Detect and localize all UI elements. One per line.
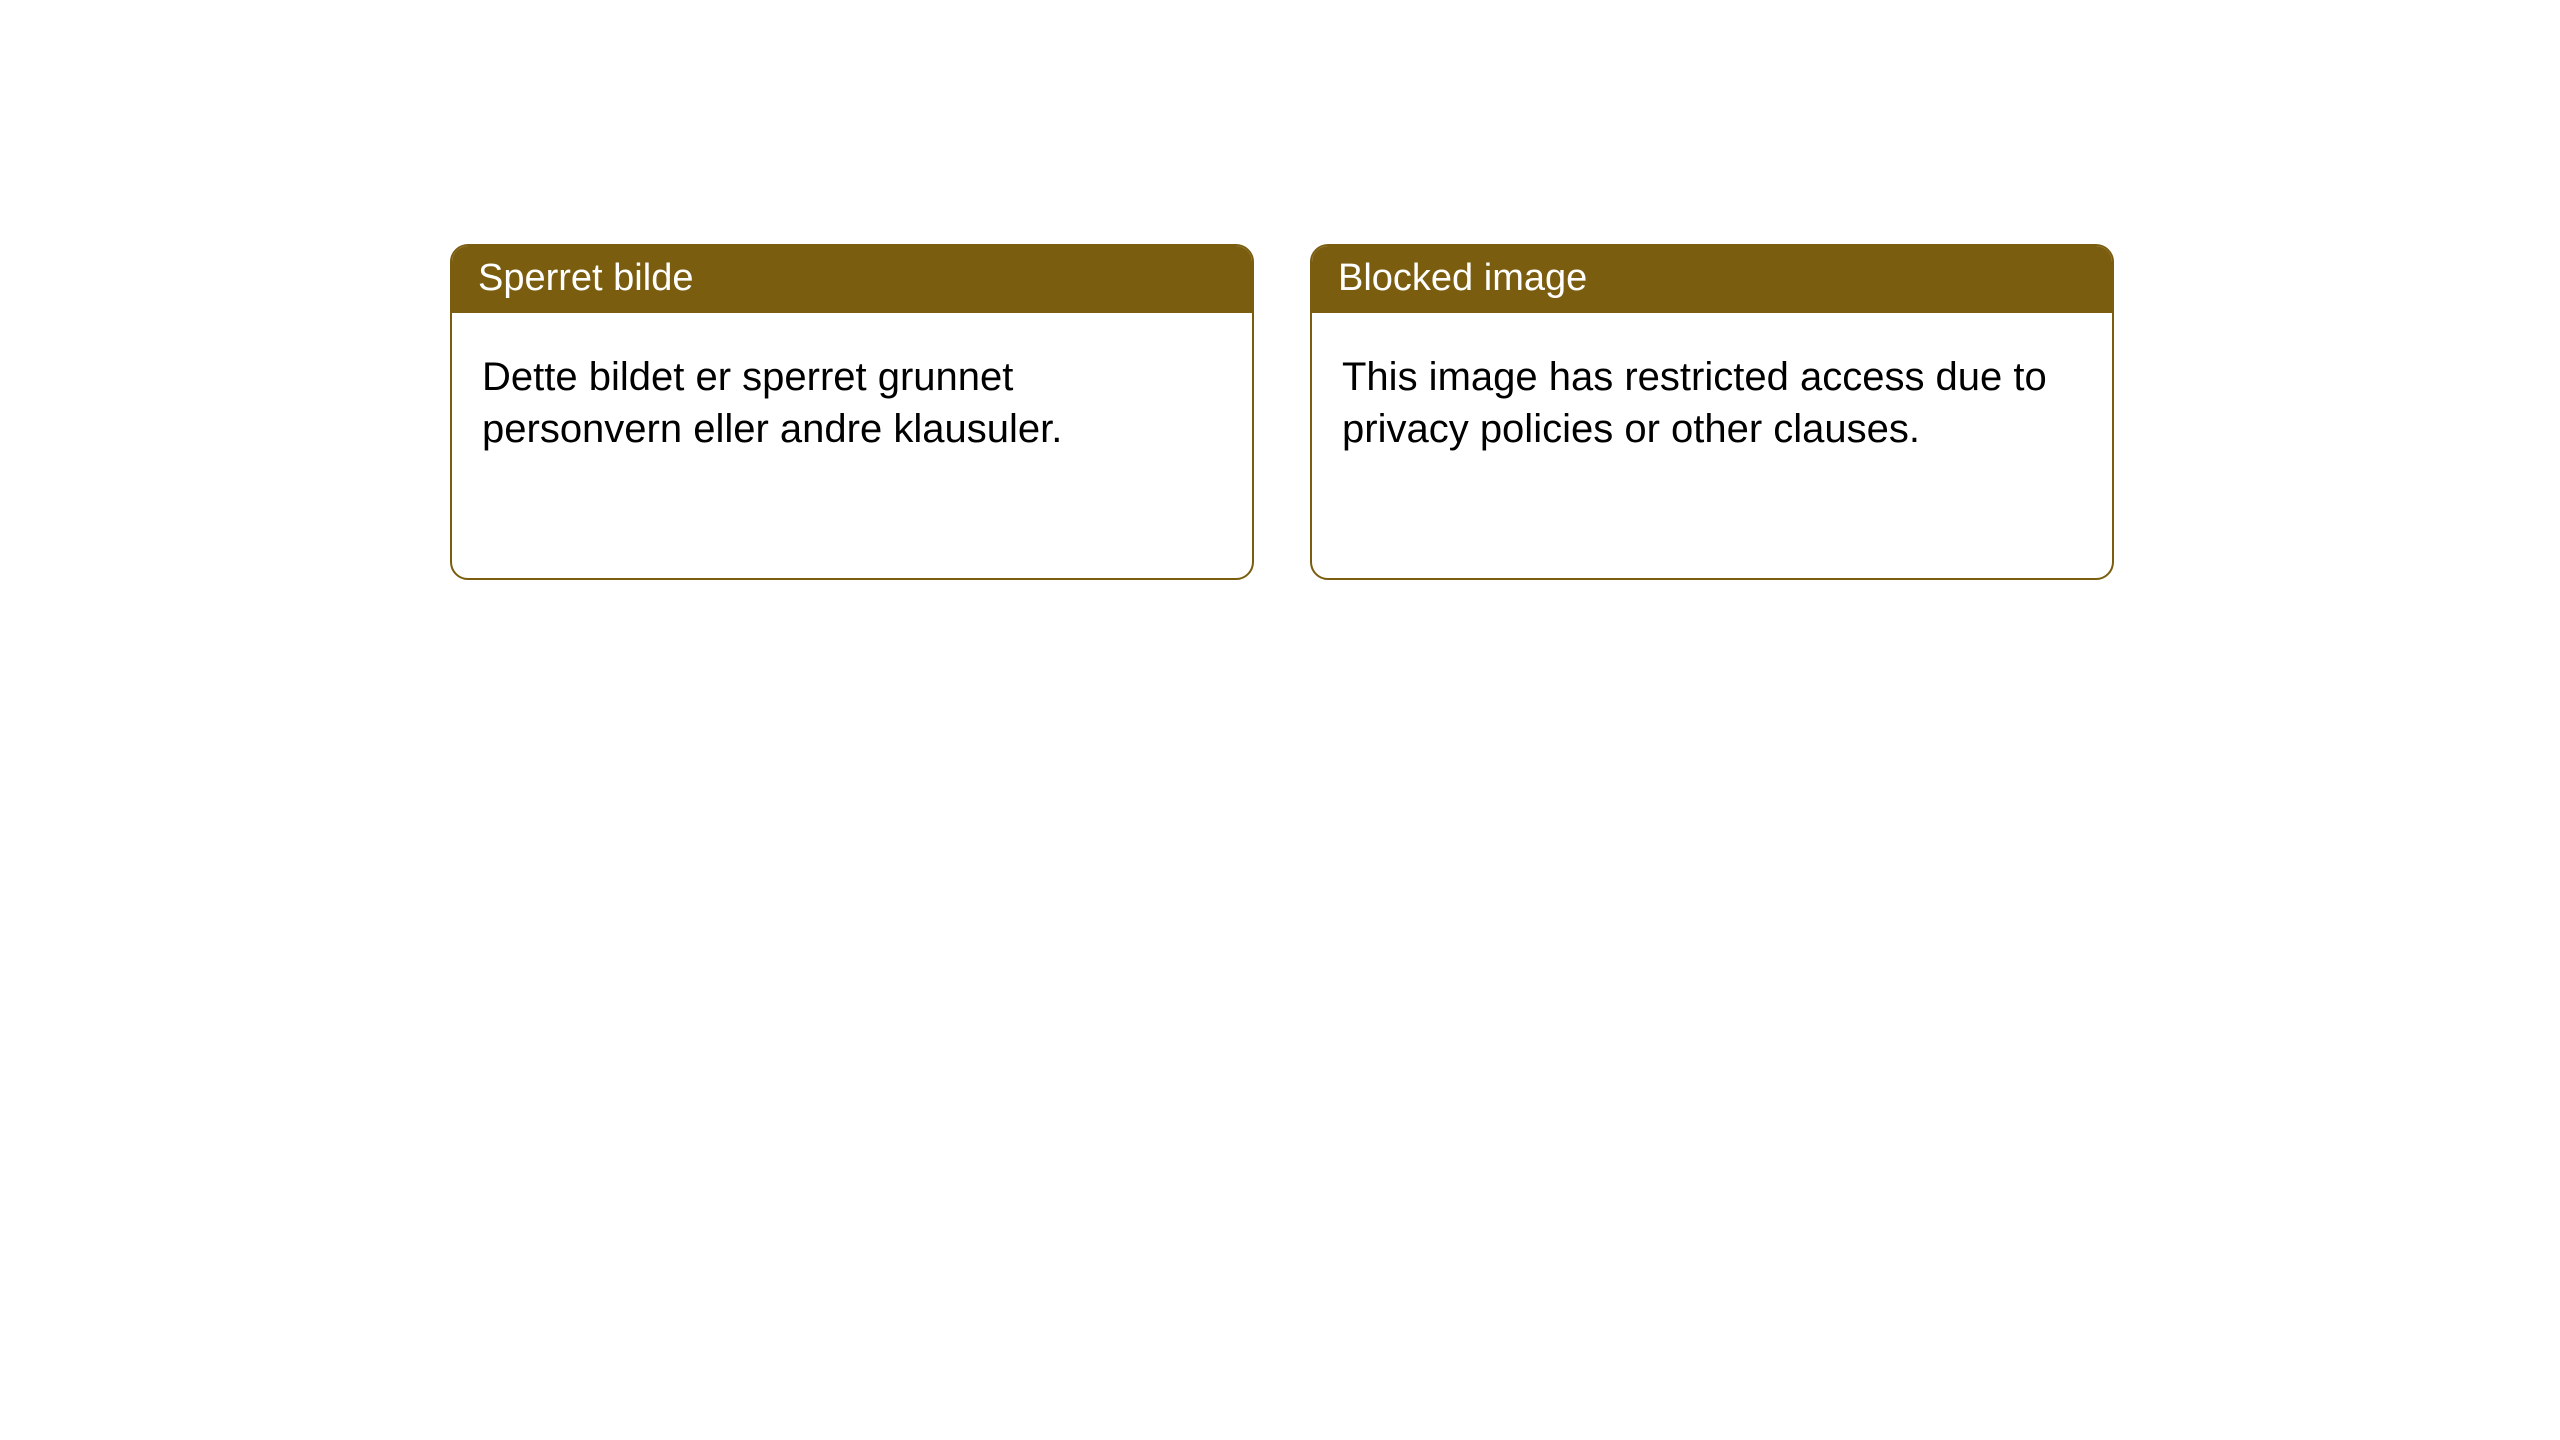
notice-header: Blocked image	[1312, 246, 2112, 313]
notice-header: Sperret bilde	[452, 246, 1252, 313]
notice-container: Sperret bilde Dette bildet er sperret gr…	[0, 0, 2560, 580]
notice-body: Dette bildet er sperret grunnet personve…	[452, 313, 1252, 485]
notice-card-norwegian: Sperret bilde Dette bildet er sperret gr…	[450, 244, 1254, 580]
notice-body: This image has restricted access due to …	[1312, 313, 2112, 485]
notice-card-english: Blocked image This image has restricted …	[1310, 244, 2114, 580]
